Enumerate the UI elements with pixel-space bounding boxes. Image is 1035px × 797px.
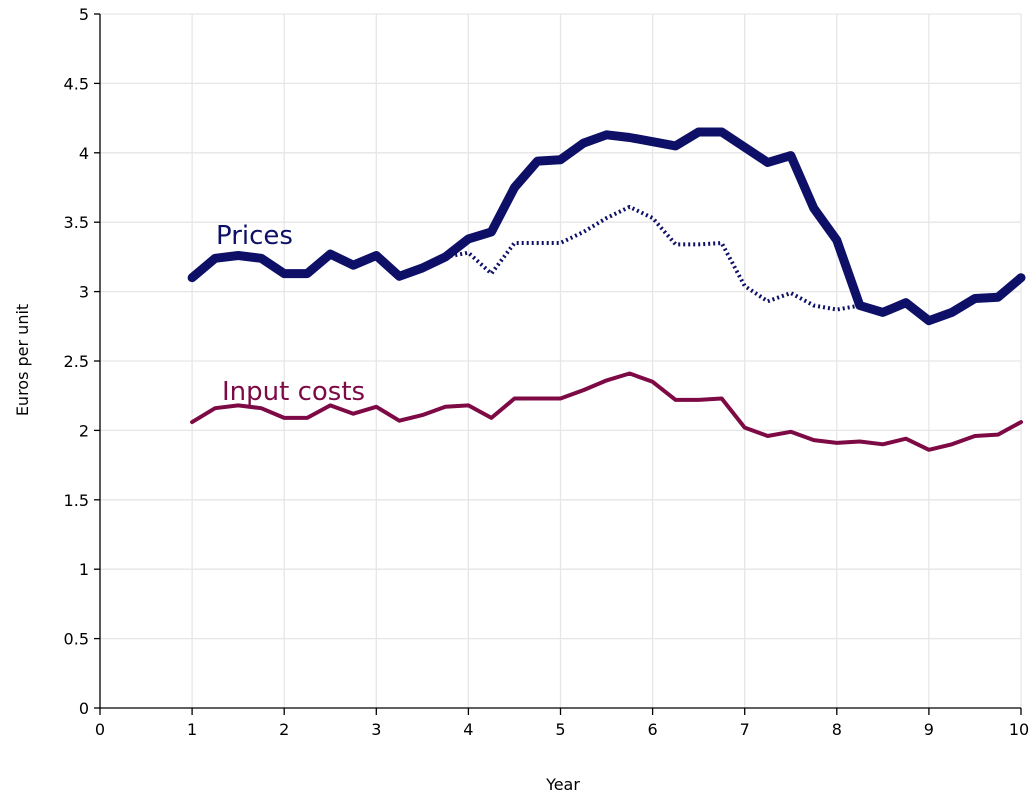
x-tick-label: 1 [187, 720, 197, 739]
y-tick-label: 0.5 [64, 630, 89, 649]
y-tick-label: 3 [79, 283, 89, 302]
y-tick-label: 1 [79, 560, 89, 579]
axes: 0 1 2 3 4 5 6 7 8 9 10 0 0.5 1 1.5 2 2.5 3 3.5 4 4.5 5 [64, 5, 1030, 739]
series-line-prices [187, 127, 1026, 326]
x-tick-label: 8 [832, 720, 842, 739]
x-tick-label: 3 [371, 720, 381, 739]
x-tick-label: 6 [648, 720, 658, 739]
y-tick-label: 5 [79, 5, 89, 24]
x-tick-label: 5 [555, 720, 565, 739]
x-tick-label: 7 [740, 720, 750, 739]
x-tick-label: 2 [279, 720, 289, 739]
y-tick-label: 2 [79, 421, 89, 440]
x-tick-label: 0 [95, 720, 105, 739]
x-tick-label: 9 [924, 720, 934, 739]
series-line-input-costs [190, 371, 1023, 452]
x-tick-label: 4 [463, 720, 473, 739]
y-tick-label: 3.5 [64, 213, 89, 232]
y-tick-label: 0 [79, 699, 89, 718]
series-label-prices: Prices [216, 221, 293, 251]
y-tick-label: 2.5 [64, 352, 89, 371]
y-tick-label: 4.5 [64, 74, 89, 93]
y-tick-label: 4 [79, 144, 89, 163]
y-axis-title: Euros per unit [13, 304, 32, 416]
x-tick-label: 10 [1009, 720, 1029, 739]
gridlines [100, 13, 1022, 708]
series-label-input-costs: Input costs [222, 377, 365, 407]
y-tick-label: 1.5 [64, 491, 89, 510]
series-labels: Prices Input costs [216, 221, 365, 407]
x-axis-title: Year [545, 775, 580, 794]
series-lines [187, 127, 1026, 452]
